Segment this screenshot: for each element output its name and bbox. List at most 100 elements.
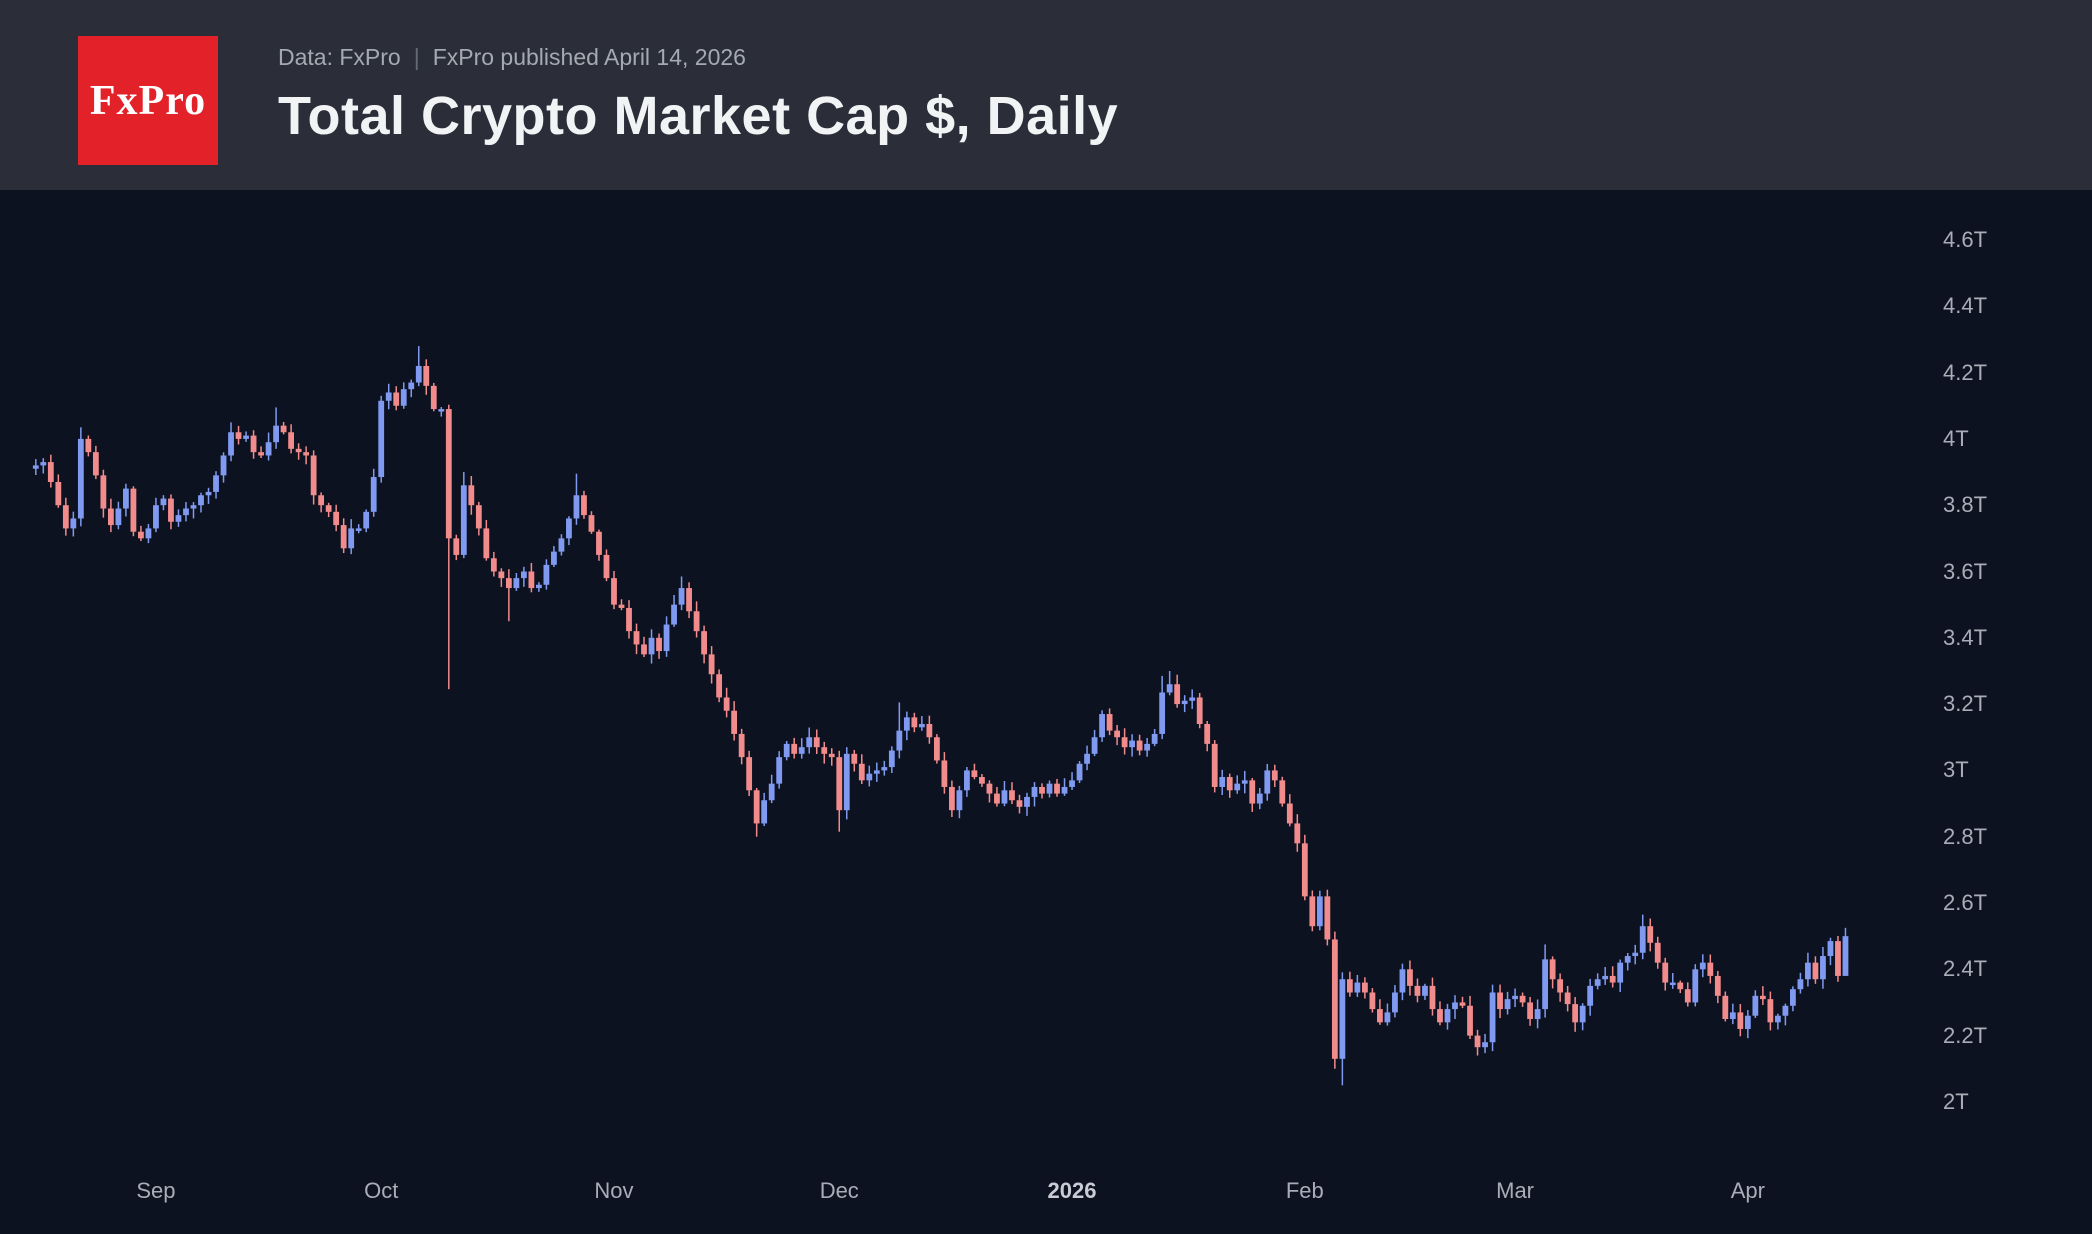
candle-body bbox=[198, 495, 204, 506]
candle-body bbox=[671, 604, 677, 625]
candle-body bbox=[1512, 995, 1518, 1000]
candle-body bbox=[528, 571, 535, 589]
candle-body bbox=[1054, 783, 1060, 794]
candle-body bbox=[1264, 770, 1271, 794]
candle-body bbox=[1414, 985, 1421, 996]
candle-body bbox=[498, 571, 505, 579]
candle-body bbox=[656, 637, 662, 652]
candle-body bbox=[994, 793, 1000, 804]
candle-body bbox=[47, 462, 54, 482]
candle-body bbox=[588, 515, 595, 532]
candle-body bbox=[1647, 926, 1654, 943]
candle-wick bbox=[448, 404, 450, 690]
candle-body bbox=[1790, 989, 1796, 1006]
candle-body bbox=[1249, 780, 1256, 804]
header-bar: FxPro Data: FxPro | FxPro published Apri… bbox=[0, 0, 2092, 190]
candle-body bbox=[1256, 793, 1263, 804]
candle-body bbox=[1046, 783, 1053, 794]
candle-body bbox=[1624, 956, 1631, 963]
y-axis-label: 2.8T bbox=[1943, 823, 1988, 849]
candle-body bbox=[1407, 969, 1413, 986]
candle-body bbox=[1617, 962, 1624, 983]
candle-body bbox=[611, 578, 617, 605]
candle-body bbox=[153, 505, 159, 529]
candle-body bbox=[1392, 992, 1398, 1013]
candle-body bbox=[213, 475, 219, 492]
y-axis-label: 2.2T bbox=[1943, 1022, 1988, 1048]
candle-body bbox=[265, 442, 272, 456]
candle-body bbox=[1399, 969, 1406, 993]
candle-body bbox=[138, 531, 144, 539]
candle-body bbox=[145, 528, 152, 539]
candle-body bbox=[1001, 790, 1008, 804]
candle-body bbox=[115, 508, 122, 526]
candle-body bbox=[318, 495, 325, 506]
y-axis-label: 2.4T bbox=[1943, 956, 1988, 982]
y-axis-label: 3.6T bbox=[1943, 558, 1988, 584]
candle-body bbox=[836, 757, 843, 811]
candle-body bbox=[1452, 1002, 1458, 1010]
candle-body bbox=[633, 631, 640, 645]
candle-body bbox=[1827, 941, 1834, 957]
candle-body bbox=[490, 558, 497, 572]
candle-body bbox=[1039, 786, 1045, 794]
candle-body bbox=[1226, 777, 1233, 791]
candle-body bbox=[1812, 962, 1819, 980]
candle-body bbox=[926, 723, 933, 738]
candle-body bbox=[460, 485, 467, 555]
candle-body bbox=[1744, 1015, 1751, 1029]
candle-body bbox=[566, 518, 572, 539]
x-axis-label: Sep bbox=[136, 1178, 176, 1203]
candle-body bbox=[385, 392, 392, 401]
candle-body bbox=[1729, 1012, 1736, 1020]
candle-body bbox=[949, 786, 955, 811]
candle-body bbox=[220, 455, 227, 476]
candle-body bbox=[1234, 783, 1241, 791]
candle-body bbox=[558, 538, 565, 552]
candle-body bbox=[1286, 803, 1293, 824]
candle-body bbox=[791, 743, 798, 754]
candle-body bbox=[1189, 697, 1196, 701]
candle-body bbox=[430, 385, 437, 410]
candle-body bbox=[1114, 730, 1120, 738]
candle-body bbox=[175, 515, 182, 522]
candle-body bbox=[551, 551, 557, 565]
candle-body bbox=[205, 491, 212, 496]
candle-body bbox=[333, 511, 340, 526]
candle-body bbox=[716, 674, 723, 698]
y-axis-label: 2T bbox=[1943, 1088, 1969, 1114]
candle-body bbox=[626, 607, 632, 632]
candle-body bbox=[1099, 714, 1105, 738]
x-axis-label: Feb bbox=[1285, 1178, 1324, 1203]
candle-body bbox=[1076, 763, 1083, 781]
candle-body bbox=[1797, 979, 1804, 990]
candle-body bbox=[1497, 992, 1503, 1010]
candle-body bbox=[1181, 700, 1188, 705]
candle-body bbox=[1121, 737, 1128, 748]
candle-body bbox=[1699, 962, 1706, 970]
candle-body bbox=[866, 773, 873, 781]
candle-body bbox=[1444, 1009, 1451, 1023]
candle-body bbox=[1091, 737, 1098, 754]
candle-body bbox=[273, 425, 279, 443]
candle-body bbox=[1279, 780, 1286, 804]
candle-body bbox=[1106, 714, 1113, 731]
candle-body bbox=[1422, 985, 1428, 996]
candle-body bbox=[881, 767, 888, 771]
candle-body bbox=[708, 654, 715, 675]
candle-body bbox=[918, 723, 925, 728]
candle-body bbox=[408, 382, 415, 390]
candle-body bbox=[303, 452, 310, 456]
candle-body bbox=[596, 531, 602, 555]
candle-body bbox=[1159, 692, 1166, 734]
candle-body bbox=[1377, 1009, 1383, 1023]
candle-body bbox=[979, 777, 985, 784]
candle-body bbox=[1024, 796, 1030, 807]
candle-body bbox=[1594, 979, 1601, 986]
candle-body bbox=[933, 737, 940, 761]
candle-wick bbox=[1844, 927, 1847, 945]
candle-body bbox=[971, 770, 978, 778]
candle-body bbox=[1722, 995, 1729, 1020]
candle-body bbox=[250, 435, 257, 453]
candle-body bbox=[753, 790, 760, 824]
